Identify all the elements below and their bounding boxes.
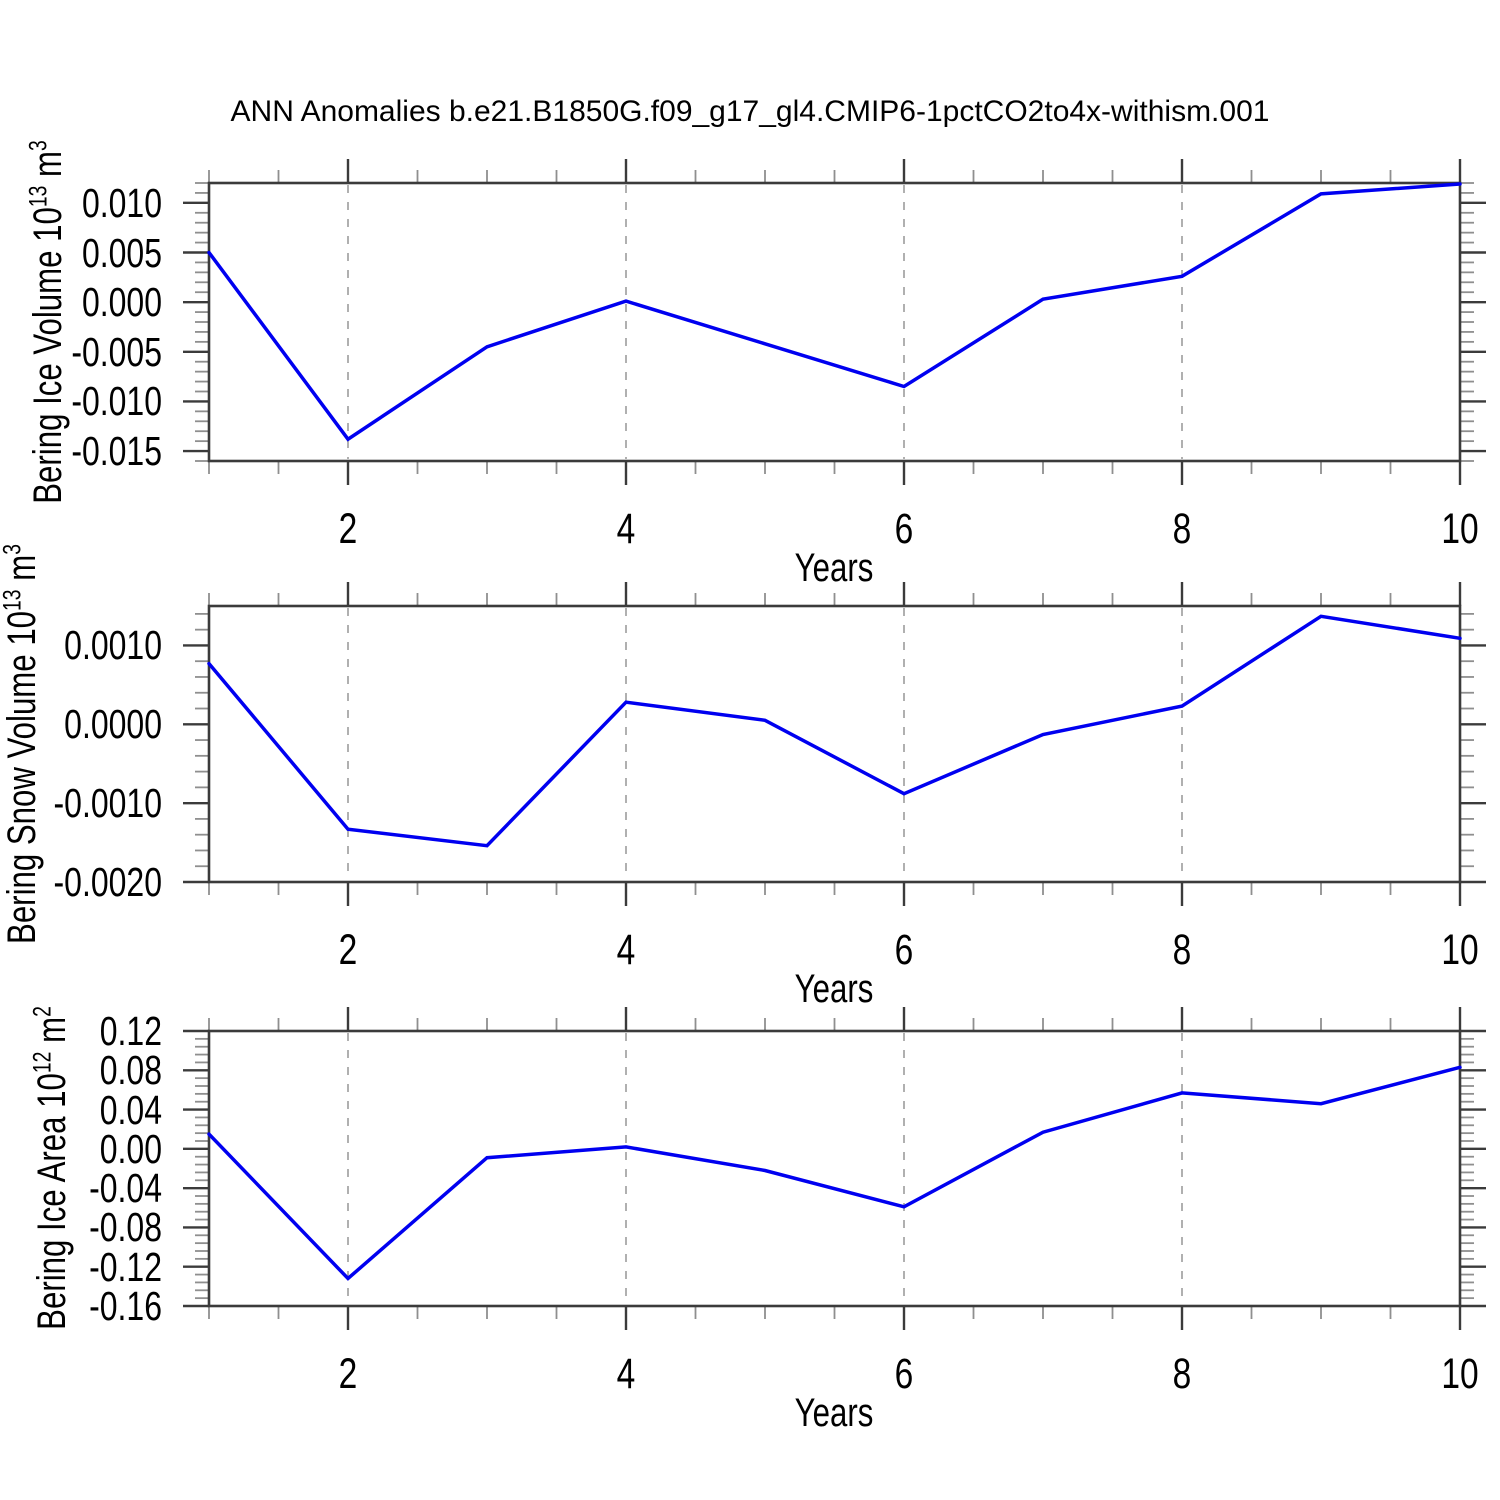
y-axis-title-unit-exponent: 3: [0, 544, 27, 555]
x-tick-label: 8: [1172, 1350, 1192, 1398]
y-tick-label: -0.04: [89, 1165, 162, 1211]
y-tick-label: -0.16: [89, 1283, 162, 1329]
x-tick-label: 2: [338, 926, 358, 974]
x-tick-label: 4: [616, 1350, 636, 1398]
y-tick-label: 0.010: [81, 180, 162, 226]
y-tick-label: 0.12: [99, 1008, 162, 1054]
y-tick-label: -0.12: [89, 1244, 162, 1290]
figure-title: ANN Anomalies b.e21.B1850G.f09_g17_gl4.C…: [230, 95, 1270, 128]
x-axis-title: Years: [794, 967, 874, 1011]
x-tick-label: 10: [1441, 1350, 1479, 1398]
y-tick-label: 0.04: [99, 1087, 162, 1133]
x-tick-label: 10: [1441, 505, 1479, 553]
x-tick-label: 6: [894, 1350, 914, 1398]
y-tick-label: -0.015: [71, 428, 162, 474]
x-tick-label: 4: [616, 926, 636, 974]
x-tick-label: 2: [338, 1350, 358, 1398]
y-axis-title-exponent: 13: [0, 589, 27, 611]
y-axis-title-unit: m: [0, 554, 44, 590]
x-tick-label: 6: [894, 926, 914, 974]
x-tick-label: 10: [1441, 926, 1479, 974]
x-tick-label: 4: [616, 505, 636, 553]
y-tick-label: 0.00: [99, 1126, 162, 1172]
y-tick-label: 0.0010: [64, 622, 162, 668]
y-tick-label: 0.0000: [64, 701, 162, 747]
y-axis-title-unit: m: [26, 150, 70, 186]
x-tick-label: 2: [338, 505, 358, 553]
y-tick-label: -0.005: [71, 329, 162, 375]
data-line: [207, 614, 1462, 848]
y-tick-label: -0.08: [89, 1204, 162, 1250]
y-tick-label: -0.0010: [53, 780, 162, 826]
x-tick-label: 8: [1172, 505, 1192, 553]
data-line: [207, 1065, 1462, 1281]
y-tick-label: -0.0020: [53, 859, 162, 905]
x-axis-title: Years: [794, 546, 874, 590]
x-tick-label: 8: [1172, 926, 1192, 974]
y-tick-label: 0.08: [99, 1047, 162, 1093]
plot-frame: [207, 604, 1462, 884]
y-axis-title-unit-exponent: 3: [25, 140, 53, 151]
y-tick-label: 0.000: [81, 279, 162, 325]
x-tick-label: 6: [894, 505, 914, 553]
plot-frame: [207, 181, 1462, 463]
y-tick-label: 0.005: [81, 230, 162, 276]
data-line: [207, 182, 1462, 442]
x-axis-title: Years: [794, 1391, 874, 1435]
y-tick-label: -0.010: [71, 378, 162, 424]
plot-frame: [207, 1029, 1462, 1308]
